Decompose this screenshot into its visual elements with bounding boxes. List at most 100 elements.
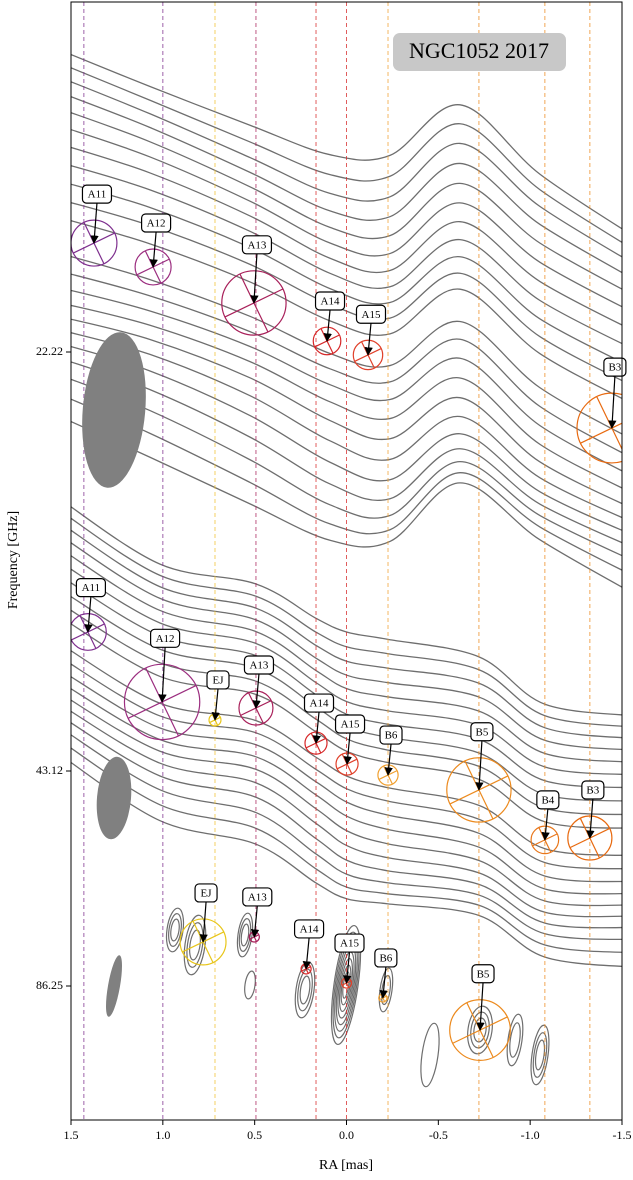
contour	[378, 967, 394, 1013]
label-arrow	[608, 376, 617, 429]
component-circle	[71, 613, 107, 651]
contour	[238, 918, 252, 952]
contour	[71, 273, 622, 454]
contour	[470, 1011, 490, 1049]
component-label: A13	[248, 891, 267, 903]
x-tick-label: 1.0	[155, 1128, 170, 1142]
contour	[71, 332, 622, 519]
component-circle	[134, 248, 172, 286]
component-label: B3	[608, 362, 621, 374]
component-circle	[238, 690, 274, 726]
beam	[96, 756, 132, 840]
label-box	[206, 670, 230, 690]
label-box	[194, 883, 218, 903]
label-arrow	[211, 688, 220, 721]
x-tick-label: -1.5	[613, 1128, 632, 1142]
label-box	[140, 213, 172, 233]
label-arrow	[199, 901, 208, 943]
chart-title: NGC1052 2017	[409, 38, 549, 63]
contour	[71, 165, 622, 345]
contour	[71, 183, 622, 363]
x-tick-label: -0.5	[429, 1128, 448, 1142]
contour	[186, 922, 204, 968]
y-tick-label: 86.25	[36, 978, 63, 992]
component-circle	[449, 999, 511, 1061]
component-circle	[377, 764, 399, 786]
component-circle	[312, 326, 342, 356]
label-box	[355, 304, 387, 324]
contour	[71, 146, 622, 326]
component-label: A15	[362, 309, 381, 321]
component-label: B5	[477, 968, 490, 980]
contour	[71, 128, 622, 308]
contour	[71, 96, 622, 274]
contour	[240, 923, 250, 947]
component-circle	[352, 339, 384, 371]
contour	[71, 420, 622, 588]
component-label: B6	[379, 952, 392, 964]
label-arrow	[586, 798, 595, 839]
label-arrow	[475, 740, 484, 791]
beam	[82, 332, 146, 488]
contour	[71, 568, 622, 776]
contour	[71, 53, 622, 230]
label-box	[242, 887, 273, 907]
title-box	[393, 33, 566, 71]
contour	[330, 924, 362, 1046]
y-tick-label: 22.22	[36, 344, 63, 358]
label-arrow	[343, 732, 352, 765]
label-arrow	[84, 596, 93, 633]
label-arrow	[250, 253, 259, 304]
component-label: A14	[321, 296, 340, 308]
contour	[467, 1005, 493, 1055]
contour	[71, 318, 622, 505]
contour	[506, 1013, 524, 1067]
component-label: A13	[249, 660, 268, 672]
x-tick-label: 0.0	[339, 1128, 354, 1142]
contour	[71, 649, 622, 856]
label-box	[471, 964, 495, 984]
component-circle	[567, 815, 613, 861]
component-circle	[123, 663, 201, 741]
label-box	[374, 948, 398, 968]
component-label: B3	[586, 785, 599, 797]
component-label: EJ	[201, 887, 213, 899]
contour	[71, 361, 622, 544]
label-arrow	[302, 937, 312, 970]
component-label: A14	[300, 923, 319, 935]
contour	[299, 975, 311, 1005]
label-box	[293, 919, 325, 939]
contour	[530, 1024, 550, 1086]
contour	[71, 722, 622, 929]
contour	[71, 220, 622, 400]
component-label: EJ	[212, 674, 224, 686]
label-arrow	[384, 743, 393, 776]
component-circle	[179, 918, 227, 966]
contour	[473, 1017, 487, 1043]
component-label: A14	[310, 698, 329, 710]
contour	[420, 1022, 440, 1088]
contour	[244, 970, 256, 1000]
component-label: A12	[156, 633, 175, 645]
contour	[170, 918, 180, 942]
label-arrow	[250, 905, 260, 938]
contour	[168, 913, 182, 947]
label-box	[314, 291, 346, 311]
contour	[532, 1032, 548, 1078]
label-box	[379, 725, 403, 745]
contour	[71, 111, 622, 290]
label-arrow	[252, 673, 261, 709]
label-box	[81, 184, 113, 204]
label-arrow	[343, 952, 352, 984]
label-box	[581, 780, 605, 800]
component-label: A11	[88, 189, 107, 201]
component-circle	[304, 731, 328, 755]
label-box	[536, 790, 560, 810]
contour	[71, 255, 622, 435]
label-arrow	[379, 966, 388, 999]
label-arrow	[312, 712, 321, 744]
component-label: A11	[82, 582, 101, 594]
x-tick-label: -1.0	[521, 1128, 540, 1142]
x-tick-label: 1.5	[64, 1128, 79, 1142]
